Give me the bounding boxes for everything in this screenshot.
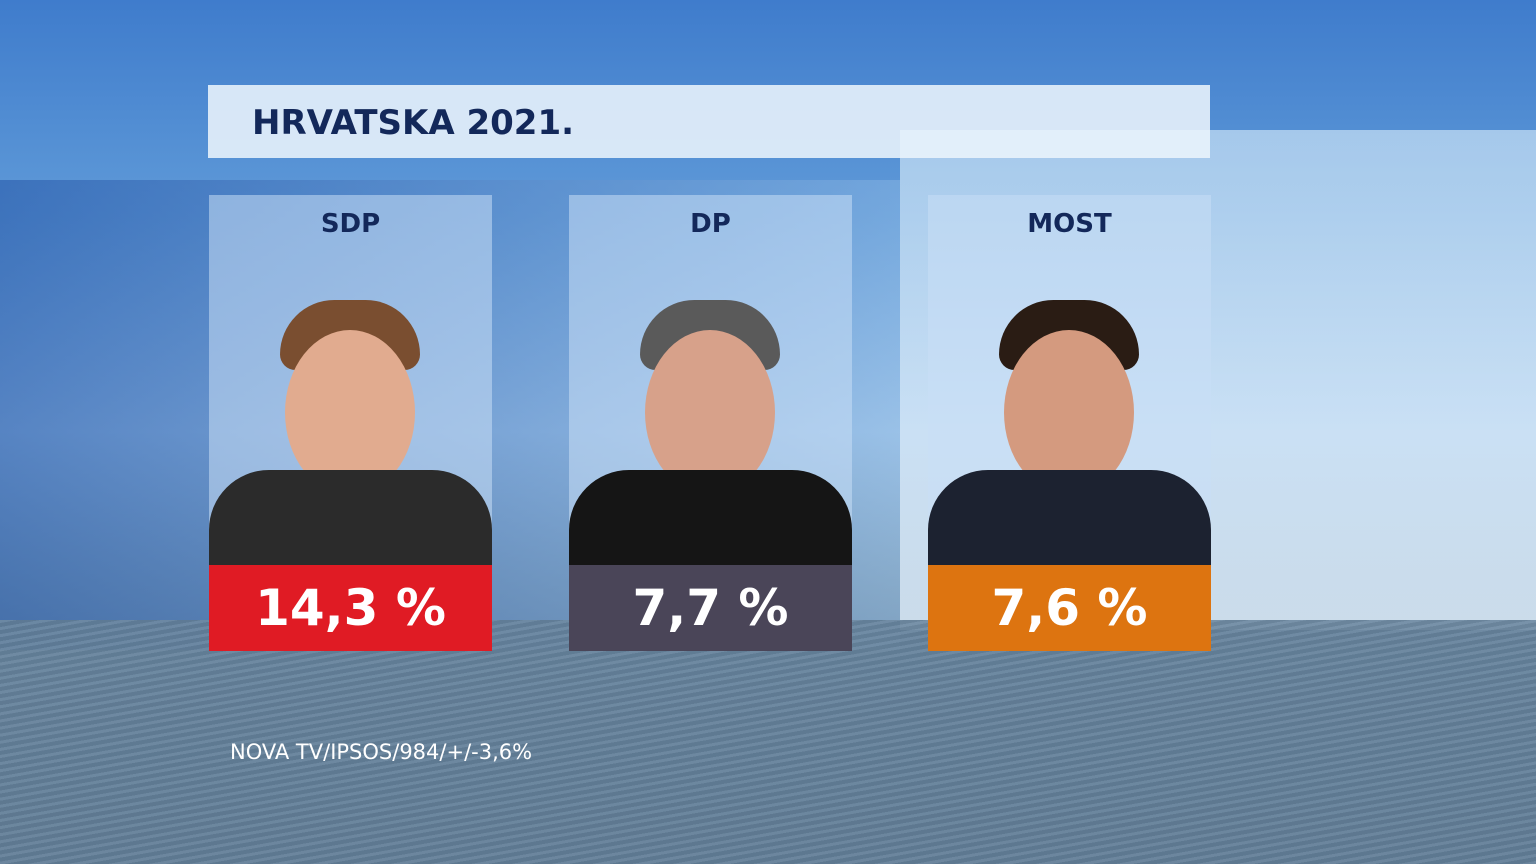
- party-name: MOST: [1027, 209, 1112, 239]
- candidate-photo: [209, 255, 492, 565]
- page-title: HRVATSKA 2021.: [252, 103, 575, 143]
- background-cobblestone: [0, 620, 1536, 864]
- result-value: 7,6 %: [928, 565, 1211, 651]
- candidate-photo: [569, 255, 852, 565]
- candidate-photo: [928, 255, 1211, 565]
- result-card-most: MOST 7,6 %: [928, 195, 1211, 651]
- result-value: 7,7 %: [569, 565, 852, 651]
- result-card-dp: DP 7,7 %: [569, 195, 852, 651]
- result-card-sdp: SDP 14,3 %: [209, 195, 492, 651]
- title-bar: HRVATSKA 2021.: [208, 85, 1210, 158]
- result-value: 14,3 %: [209, 565, 492, 651]
- poll-source: NOVA TV/IPSOS/984/+/-3,6%: [230, 740, 533, 764]
- party-name: DP: [690, 209, 731, 239]
- party-name: SDP: [320, 209, 381, 239]
